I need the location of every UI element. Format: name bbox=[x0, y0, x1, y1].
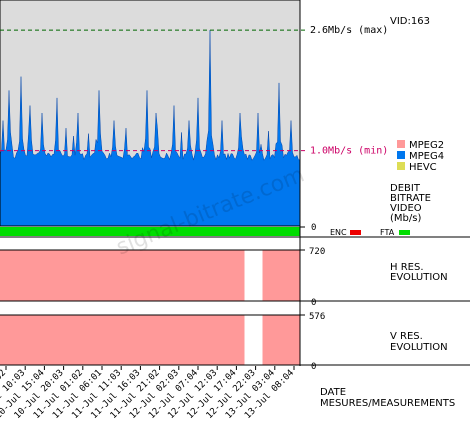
v-res-title-line: EVOLUTION bbox=[390, 342, 448, 353]
h-res-title-line: H RES. bbox=[390, 262, 424, 273]
x-axis-label-date: DATE bbox=[320, 387, 346, 398]
h-res-series bbox=[0, 250, 300, 301]
codec-legend: MPEG2 MPEG4 HEVC bbox=[397, 140, 444, 173]
h-res-band bbox=[262, 250, 300, 301]
legend-swatch-mpeg2 bbox=[397, 140, 405, 148]
legend-label-mpeg2: MPEG2 bbox=[409, 140, 444, 151]
bitrate-zero-label: 0 bbox=[311, 223, 316, 233]
max-bitrate-label: 2.6Mb/s (max) bbox=[310, 25, 388, 36]
v-res-value-label: 576 bbox=[309, 312, 325, 322]
v-res-title-line: V RES. bbox=[390, 331, 423, 342]
h-res-title-line: EVOLUTION bbox=[390, 272, 448, 283]
v-res-series bbox=[0, 315, 300, 365]
enc-label: ENC bbox=[330, 228, 347, 237]
legend-label-hevc: HEVC bbox=[409, 162, 437, 173]
panel-title-line: VIDEO bbox=[390, 203, 422, 214]
bitrate-series bbox=[0, 30, 301, 227]
h-res-value-label: 720 bbox=[309, 247, 325, 257]
legend-swatch-mpeg4 bbox=[397, 151, 405, 159]
legend-swatch-hevc bbox=[397, 162, 405, 170]
fta-label: FTA bbox=[380, 228, 395, 237]
vid-label: VID:163 bbox=[390, 16, 430, 27]
fta-strip bbox=[0, 227, 300, 236]
min-bitrate-label: 1.0Mb/s (min) bbox=[310, 146, 388, 157]
v-res-band bbox=[0, 315, 245, 365]
mpeg4-bitrate-base bbox=[0, 161, 300, 226]
h-res-band bbox=[0, 250, 245, 301]
bitrate-panel-title: DEBIT BITRATE VIDEO (Mb/s) bbox=[390, 183, 431, 224]
fta-indicator bbox=[399, 230, 410, 235]
v-res-band bbox=[262, 315, 300, 365]
panel-title-line: BITRATE bbox=[390, 193, 431, 204]
v-res-zero-label: 0 bbox=[311, 362, 316, 372]
x-axis-label-measurements: MESURES/MEASUREMENTS bbox=[320, 398, 455, 409]
panel-title-line: (Mb/s) bbox=[390, 213, 421, 224]
h-res-zero-label: 0 bbox=[311, 298, 316, 308]
panel-title-line: DEBIT bbox=[390, 183, 421, 194]
enc-indicator bbox=[350, 230, 361, 235]
legend-label-mpeg4: MPEG4 bbox=[409, 151, 444, 162]
